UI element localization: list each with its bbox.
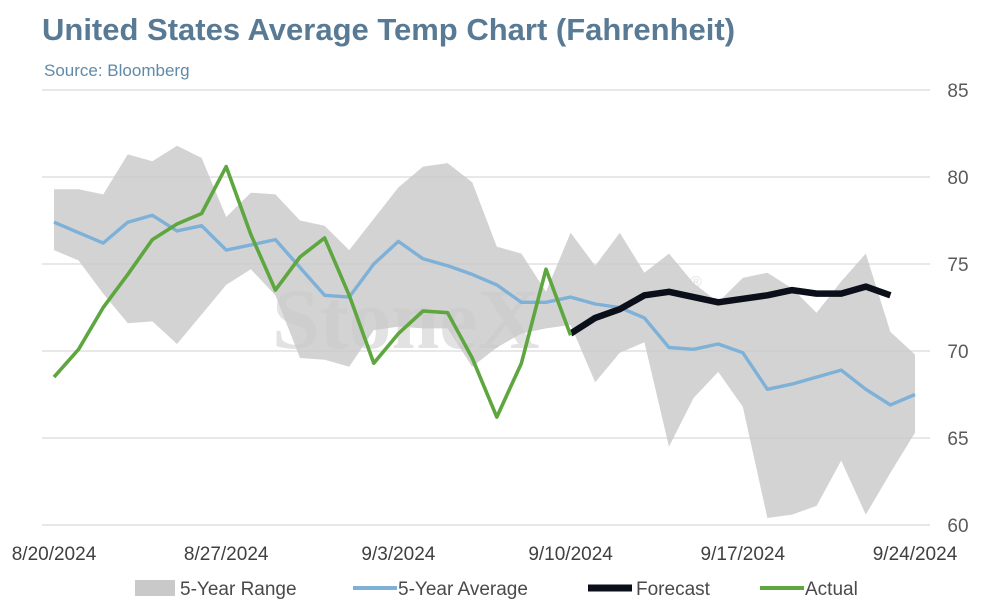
x-tick-label: 9/24/2024 bbox=[873, 544, 958, 565]
legend-range-label: 5-Year Range bbox=[180, 579, 297, 600]
y-tick-label: 60 bbox=[947, 516, 968, 537]
x-tick-label: 8/20/2024 bbox=[12, 544, 97, 565]
y-tick-label: 80 bbox=[947, 168, 968, 189]
legend: 5-Year Range 5-Year Average Forecast Actual bbox=[135, 579, 858, 600]
x-tick-label: 9/17/2024 bbox=[701, 544, 786, 565]
y-tick-label: 70 bbox=[947, 342, 968, 363]
x-tick-label: 8/27/2024 bbox=[184, 544, 269, 565]
legend-actual-label: Actual bbox=[805, 579, 858, 600]
x-tick-label: 9/3/2024 bbox=[361, 544, 435, 565]
chart-title: United States Average Temp Chart (Fahren… bbox=[42, 12, 736, 47]
legend-range-swatch bbox=[135, 580, 175, 596]
forecast-line bbox=[568, 283, 892, 337]
y-tick-label: 65 bbox=[947, 429, 968, 450]
x-axis-ticks: 8/20/2024 8/27/2024 9/3/2024 9/10/2024 9/17/… bbox=[12, 544, 958, 565]
chart-subtitle: Source: Bloomberg bbox=[44, 61, 190, 80]
x-tick-label: 9/10/2024 bbox=[528, 544, 613, 565]
legend-forecast-label: Forecast bbox=[636, 579, 711, 600]
legend-average-label: 5-Year Average bbox=[398, 579, 528, 600]
range-layer bbox=[54, 145, 915, 518]
actual-line bbox=[52, 164, 573, 419]
series-lines bbox=[52, 164, 916, 419]
range-band bbox=[54, 145, 915, 518]
y-tick-label: 85 bbox=[947, 81, 968, 102]
y-axis-ticks: 60 65 70 75 80 85 bbox=[947, 81, 968, 537]
y-tick-label: 75 bbox=[947, 255, 968, 276]
average-line bbox=[53, 213, 916, 407]
